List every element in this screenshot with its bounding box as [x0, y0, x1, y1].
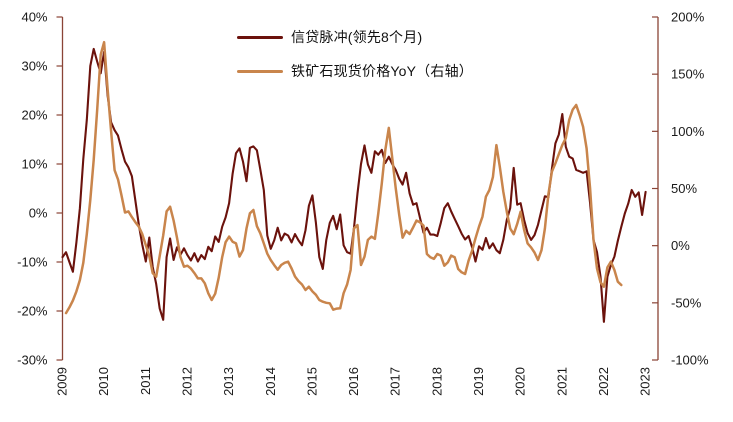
x-axis-year-label: 2015 — [304, 367, 319, 396]
left-axis-tick-label: 0% — [29, 206, 48, 221]
x-axis-year-label: 2020 — [513, 367, 528, 396]
right-axis-tick-label: 150% — [671, 67, 705, 82]
right-axis-tick-label: 100% — [671, 124, 705, 139]
iron-ore-line-swatch — [237, 69, 283, 73]
legend-item-iron-ore: 铁矿石现货价格YoY（右轴） — [237, 60, 473, 82]
x-axis-year-label: 2017 — [388, 367, 403, 396]
left-axis-tick-label: -10% — [17, 255, 48, 270]
x-axis-year-label: 2022 — [596, 367, 611, 396]
credit-pulse-line-swatch — [237, 35, 283, 39]
x-axis-year-label: 2018 — [429, 367, 444, 396]
x-axis-year-label: 2019 — [471, 367, 486, 396]
left-axis-tick-label: 10% — [21, 157, 47, 172]
x-axis-year-label: 2016 — [346, 367, 361, 396]
x-axis-year-label: 2010 — [96, 367, 111, 396]
legend-label-iron-ore: 铁矿石现货价格YoY（右轴） — [291, 63, 473, 79]
legend-item-credit-pulse: 信贷脉冲(领先8个月) — [237, 26, 473, 48]
x-axis-year-label: 2023 — [638, 367, 653, 396]
chart-legend: 信贷脉冲(领先8个月) 铁矿石现货价格YoY（右轴） — [237, 26, 473, 94]
left-axis-tick-label: 40% — [21, 10, 47, 25]
left-axis-tick-label: -30% — [17, 353, 48, 368]
right-axis-tick-label: -100% — [671, 353, 709, 368]
right-axis-tick-label: 200% — [671, 10, 705, 25]
x-axis-year-label: 2014 — [263, 367, 278, 396]
x-axis-year-label: 2011 — [138, 367, 153, 395]
left-axis-tick-label: 30% — [21, 59, 47, 74]
x-axis-year-label: 2013 — [221, 367, 236, 396]
iron-ore-yoy-line — [64, 40, 623, 315]
left-axis-tick-label: 20% — [21, 108, 47, 123]
left-axis-tick-label: -20% — [17, 304, 48, 319]
right-axis-tick-label: 50% — [671, 181, 697, 196]
legend-label-credit-pulse: 信贷脉冲(领先8个月) — [291, 29, 423, 45]
x-axis-year-label: 2021 — [554, 367, 569, 396]
right-axis-tick-label: -50% — [671, 295, 702, 310]
right-axis-tick-label: 0% — [671, 238, 690, 253]
x-axis-year-label: 2012 — [179, 367, 194, 396]
x-axis-year-label: 2009 — [55, 367, 70, 396]
